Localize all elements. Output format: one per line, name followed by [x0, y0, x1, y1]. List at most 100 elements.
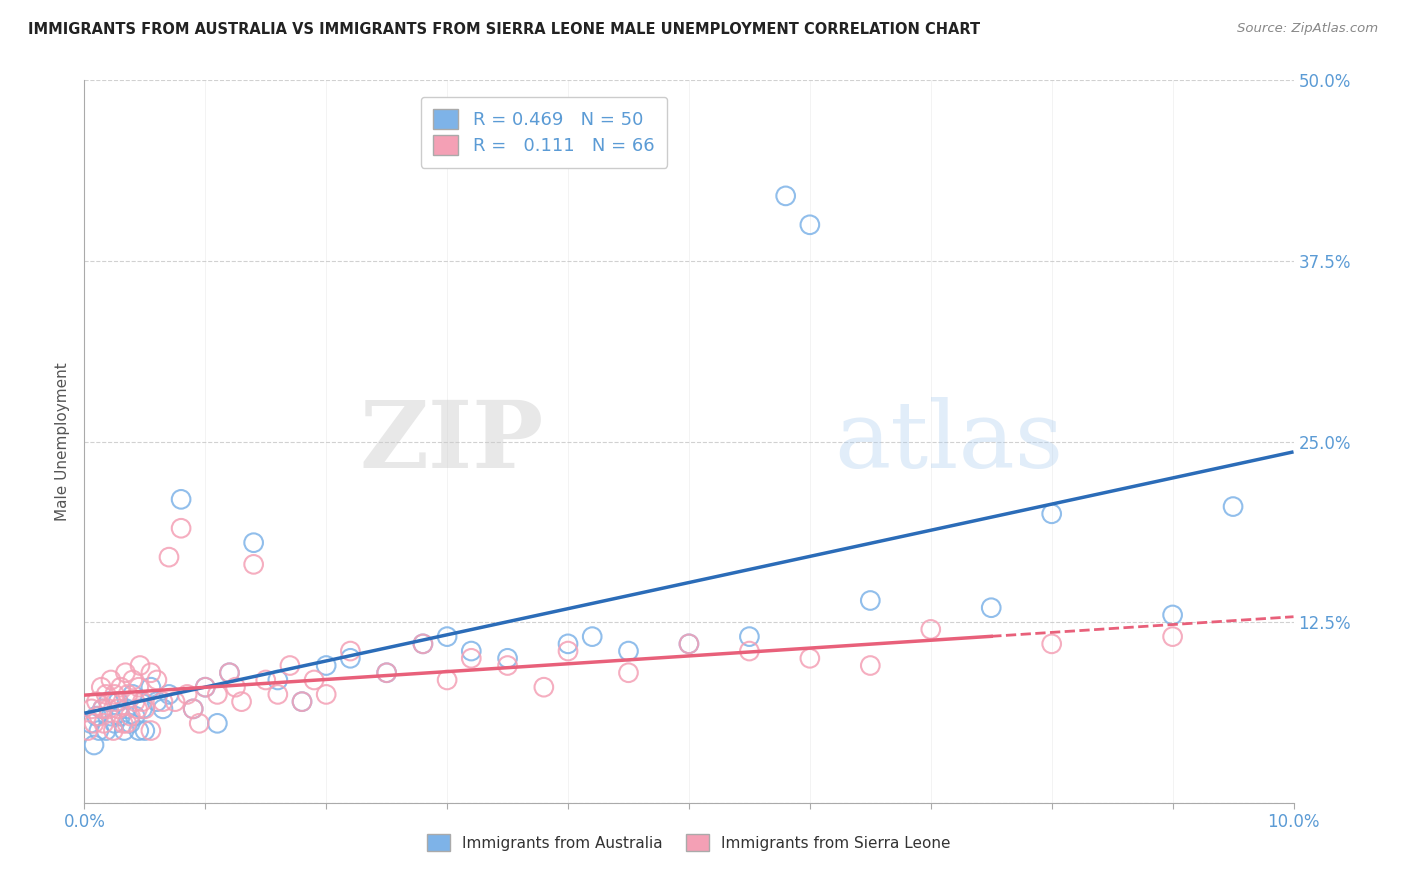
Point	[104, 716, 127, 731]
Point	[339, 651, 361, 665]
Point	[218, 665, 240, 680]
Point	[94, 723, 117, 738]
Point	[375, 665, 398, 680]
Point	[77, 723, 100, 738]
Point	[120, 709, 142, 723]
Point	[100, 709, 122, 723]
Point	[225, 680, 247, 694]
Point	[112, 723, 135, 738]
Point	[128, 723, 150, 738]
Point	[86, 695, 108, 709]
Point	[678, 637, 700, 651]
Point	[1040, 637, 1063, 651]
Text: atlas: atlas	[834, 397, 1063, 486]
Point	[315, 687, 337, 701]
Point	[436, 673, 458, 687]
Point	[115, 716, 138, 731]
Point	[581, 630, 603, 644]
Point	[194, 680, 217, 694]
Point	[103, 723, 125, 738]
Point	[496, 658, 519, 673]
Point	[93, 716, 115, 731]
Point	[127, 702, 149, 716]
Point	[460, 651, 482, 665]
Point	[120, 716, 142, 731]
Point	[231, 695, 253, 709]
Text: IMMIGRANTS FROM AUSTRALIA VS IMMIGRANTS FROM SIERRA LEONE MALE UNEMPLOYMENT CORR: IMMIGRANTS FROM AUSTRALIA VS IMMIGRANTS …	[28, 22, 980, 37]
Point	[112, 716, 135, 731]
Point	[207, 687, 229, 701]
Point	[121, 687, 143, 701]
Point	[375, 665, 398, 680]
Point	[97, 702, 120, 716]
Point	[134, 702, 156, 716]
Point	[194, 680, 217, 694]
Point	[100, 673, 122, 687]
Point	[124, 709, 146, 723]
Point	[799, 651, 821, 665]
Point	[124, 695, 146, 709]
Point	[157, 687, 180, 701]
Point	[617, 644, 640, 658]
Point	[87, 723, 110, 738]
Point	[1222, 500, 1244, 514]
Point	[107, 695, 129, 709]
Point	[617, 665, 640, 680]
Point	[90, 680, 112, 694]
Point	[94, 687, 117, 701]
Point	[115, 702, 138, 716]
Text: Source: ZipAtlas.com: Source: ZipAtlas.com	[1237, 22, 1378, 36]
Point	[129, 658, 152, 673]
Point	[83, 738, 105, 752]
Point	[1161, 607, 1184, 622]
Point	[859, 658, 882, 673]
Point	[1161, 630, 1184, 644]
Point	[315, 658, 337, 673]
Point	[254, 673, 277, 687]
Point	[799, 218, 821, 232]
Point	[87, 709, 110, 723]
Point	[170, 521, 193, 535]
Point	[278, 658, 301, 673]
Point	[121, 673, 143, 687]
Point	[104, 695, 127, 709]
Point	[134, 723, 156, 738]
Point	[738, 630, 761, 644]
Legend: Immigrants from Australia, Immigrants from Sierra Leone: Immigrants from Australia, Immigrants fr…	[418, 825, 960, 860]
Point	[242, 535, 264, 549]
Point	[110, 680, 132, 694]
Point	[107, 702, 129, 716]
Point	[207, 716, 229, 731]
Point	[91, 702, 114, 716]
Point	[218, 665, 240, 680]
Point	[980, 600, 1002, 615]
Point	[139, 723, 162, 738]
Point	[678, 637, 700, 651]
Point	[79, 716, 101, 731]
Point	[557, 644, 579, 658]
Point	[146, 673, 169, 687]
Point	[83, 716, 105, 731]
Point	[436, 630, 458, 644]
Point	[104, 687, 127, 701]
Point	[920, 623, 942, 637]
Point	[181, 702, 204, 716]
Point	[157, 550, 180, 565]
Point	[339, 644, 361, 658]
Point	[291, 695, 314, 709]
Point	[242, 558, 264, 572]
Point	[80, 702, 103, 716]
Point	[139, 680, 162, 694]
Point	[775, 189, 797, 203]
Point	[176, 687, 198, 701]
Point	[114, 665, 136, 680]
Point	[412, 637, 434, 651]
Point	[181, 702, 204, 716]
Point	[267, 687, 290, 701]
Point	[267, 673, 290, 687]
Point	[146, 695, 169, 709]
Point	[97, 695, 120, 709]
Y-axis label: Male Unemployment: Male Unemployment	[55, 362, 70, 521]
Point	[131, 695, 153, 709]
Point	[302, 673, 325, 687]
